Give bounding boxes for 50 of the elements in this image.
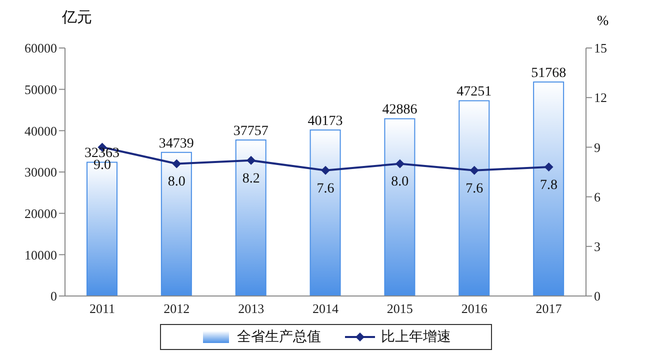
data-label: 7.8 — [540, 178, 558, 193]
point — [544, 162, 554, 172]
x-tick-label: 2013 — [238, 301, 264, 316]
data-label: 34739 — [158, 136, 194, 152]
y-tick-label: 10000 — [24, 247, 57, 262]
point — [395, 159, 404, 168]
data-label: 42886 — [382, 102, 418, 118]
bar — [310, 129, 341, 296]
point — [246, 156, 256, 165]
y2-tick-label: 15 — [594, 40, 607, 56]
x-tick-label: 2017 — [536, 301, 562, 316]
x-tick-label: 2012 — [164, 301, 190, 316]
bar — [458, 100, 490, 296]
y-tick-label: 20000 — [24, 206, 57, 221]
point — [470, 166, 479, 175]
data-label: 37757 — [233, 124, 268, 139]
point — [321, 166, 330, 175]
data-label: 8.2 — [242, 171, 260, 186]
y2-tick-label: 6 — [594, 189, 601, 204]
bar — [533, 82, 564, 296]
x-tick-label: 2011 — [89, 301, 115, 316]
bar — [160, 152, 192, 296]
data-label: 8.0 — [391, 174, 409, 190]
data-label: 7.6 — [466, 181, 484, 196]
data-label: 7.6 — [316, 181, 334, 196]
data-label: 40173 — [308, 114, 343, 129]
y2-tick-label: 12 — [594, 90, 607, 106]
data-label: 47251 — [456, 84, 492, 100]
data-label: 51768 — [531, 66, 566, 82]
legend-label: 全省生产总值 — [237, 328, 321, 346]
x-tick-label: 2015 — [386, 301, 413, 316]
legend-label: 比上年增速 — [381, 328, 451, 346]
y-tick-label: 40000 — [24, 123, 57, 138]
y-tick-label: 30000 — [24, 164, 57, 180]
y2-axis-title: % — [597, 14, 609, 30]
y-axis-title: 亿元 — [62, 9, 92, 27]
x-tick-label: 2014 — [312, 301, 339, 316]
y-tick-label: 50000 — [24, 82, 57, 97]
bar — [235, 139, 266, 296]
bar — [86, 162, 118, 296]
y2-tick-label: 0 — [594, 288, 600, 304]
data-label: 8.0 — [168, 174, 186, 190]
bar — [384, 118, 416, 296]
y-tick-label: 0 — [50, 288, 57, 304]
y-tick-label: 60000 — [24, 40, 57, 56]
y2-tick-label: 3 — [594, 239, 600, 254]
point — [172, 159, 182, 168]
y2-tick-label: 9 — [594, 140, 600, 155]
data-label: 9.0 — [93, 158, 111, 174]
x-tick-label: 2016 — [461, 301, 488, 316]
